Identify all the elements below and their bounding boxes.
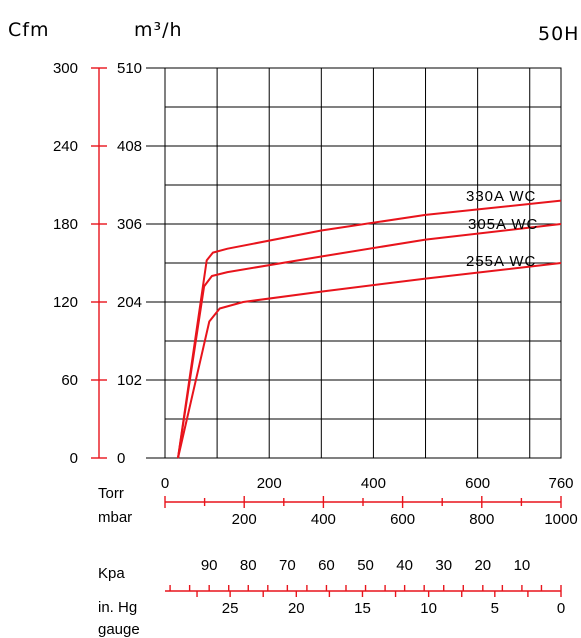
m3h-tick-label: 510	[117, 60, 142, 77]
series-label-1: 330A WC	[466, 188, 536, 205]
m3h-tick-label: 306	[117, 216, 142, 233]
kpa-label: Kpa	[98, 565, 125, 582]
kpa-tick-label: 20	[474, 557, 491, 574]
kpa-tick-label: 80	[240, 557, 257, 574]
m3h-tick-label: 408	[117, 138, 142, 155]
m3h-tick-label: 204	[117, 294, 142, 311]
cfm-axis: 0 60 120 180 240 300	[53, 60, 107, 467]
kpa-tick-label: 60	[318, 557, 335, 574]
cfm-tick-label: 120	[53, 294, 78, 311]
torr-tick-label: 200	[257, 475, 282, 492]
inhg-tick-label: 5	[491, 600, 499, 617]
series-line-3	[177, 262, 562, 459]
cfm-tick-label: 240	[53, 138, 78, 155]
torr-tick-label: 760	[548, 475, 573, 492]
series-line-2	[177, 223, 562, 459]
torr-label: Torr	[98, 485, 124, 502]
kpa-tick-label: 30	[435, 557, 452, 574]
gauge-label: gauge	[98, 621, 140, 638]
kpa-tick-label: 50	[357, 557, 374, 574]
curves: 330A WC 305A WC 255A WC	[177, 188, 562, 459]
inhg-tick-label: 15	[354, 600, 371, 617]
kpa-tick-label: 70	[279, 557, 296, 574]
kpa-tick-label: 10	[514, 557, 531, 574]
cfm-tick-label: 180	[53, 216, 78, 233]
inhg-tick-label: 10	[420, 600, 437, 617]
mbar-tick-label: 400	[311, 511, 336, 528]
m3h-tick-label: 0	[117, 450, 125, 467]
mbar-tick-label: 200	[232, 511, 257, 528]
kpa-tick-label: 90	[201, 557, 218, 574]
series-line-1	[177, 199, 562, 459]
m3h-tick-label: 102	[117, 372, 142, 389]
cfm-tick-label: 0	[70, 450, 78, 467]
cfm-unit-label: Cfm	[8, 19, 49, 41]
inhg-tick-label: 20	[288, 600, 305, 617]
torr-tick-label: 600	[465, 475, 490, 492]
series-label-3: 255A WC	[466, 253, 536, 270]
series-label-2: 305A WC	[468, 216, 538, 233]
mbar-label: mbar	[98, 509, 132, 526]
mbar-tick-label: 800	[469, 511, 494, 528]
mbar-tick-label: 600	[390, 511, 415, 528]
inhg-label: in. Hg	[98, 599, 137, 616]
torr-tick-label: 400	[361, 475, 386, 492]
mbar-tick-label: 1000	[544, 511, 577, 528]
cfm-tick-label: 60	[61, 372, 78, 389]
model-label: 50H	[538, 23, 579, 45]
m3h-axis: 0 102 204 306 408 510	[117, 60, 165, 467]
kpa-tick-label: 40	[396, 557, 413, 574]
torr-tick-label: 0	[161, 475, 169, 492]
inhg-tick-label: 0	[557, 600, 565, 617]
inhg-tick-label: 25	[222, 600, 239, 617]
cfm-tick-label: 300	[53, 60, 78, 77]
m3h-unit-label: m³/h	[134, 19, 183, 41]
